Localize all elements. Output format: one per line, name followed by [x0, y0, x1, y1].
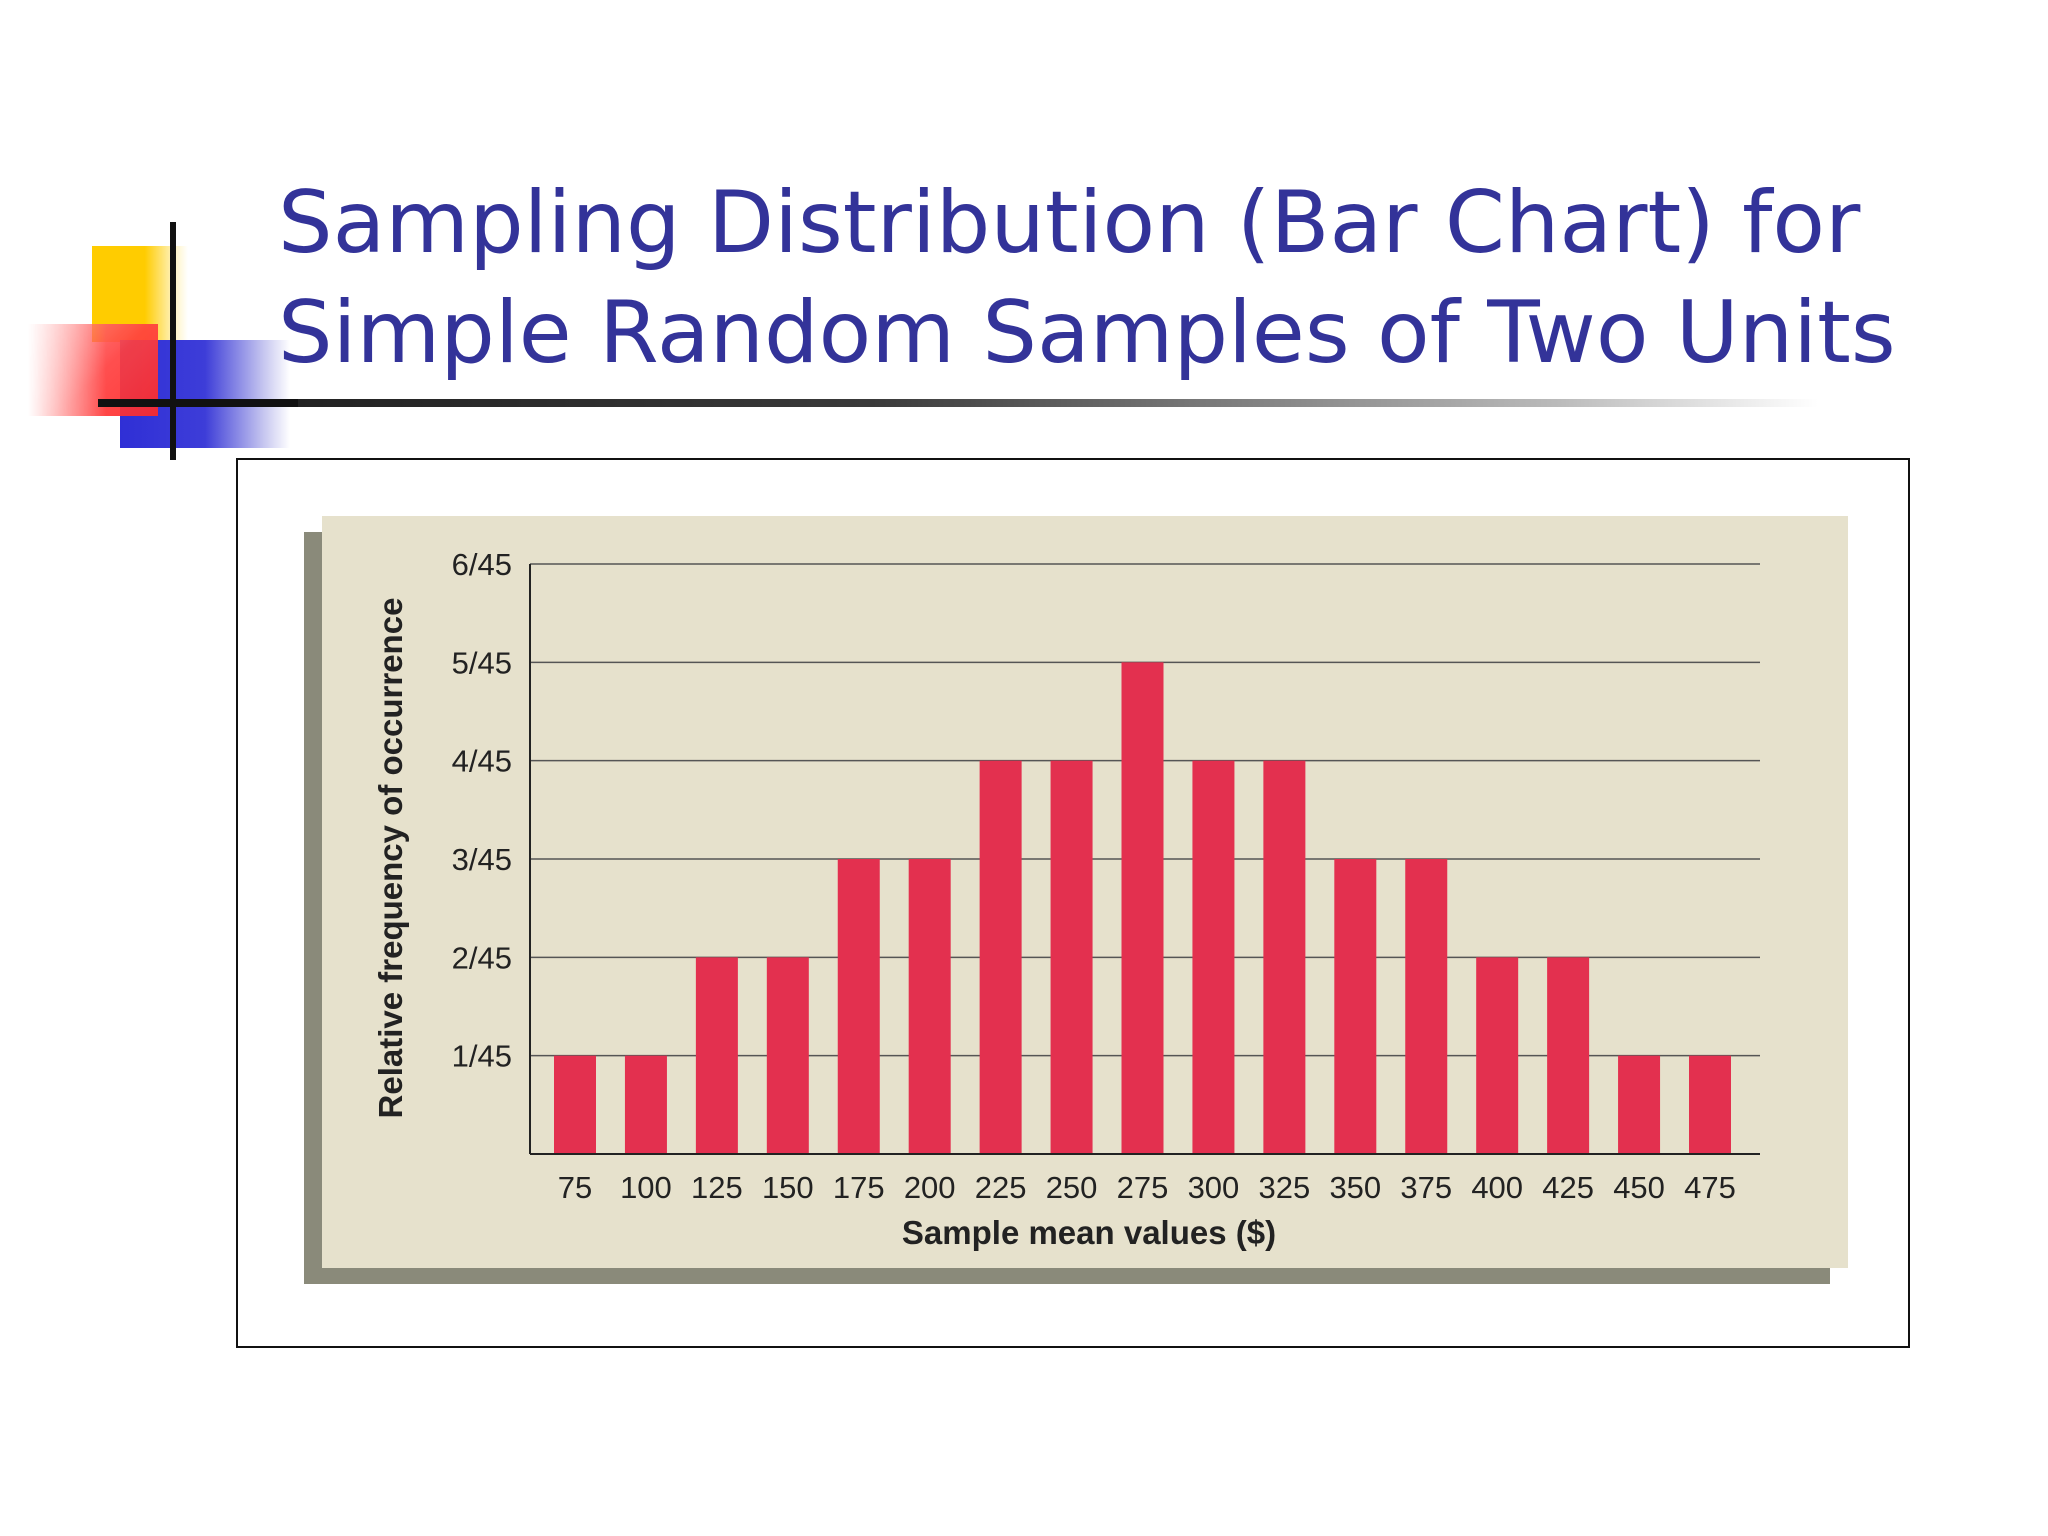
y-tick-label: 3/45: [452, 842, 512, 877]
bar: [979, 760, 1022, 1154]
y-tick-label: 6/45: [452, 547, 512, 582]
x-tick-label: 250: [1046, 1170, 1098, 1205]
bar: [1334, 859, 1377, 1154]
bar: [837, 859, 880, 1154]
slide-title-line-2: Simple Random Samples of Two Units: [278, 283, 1896, 383]
decor-crosshair-vertical: [170, 222, 176, 460]
title-underline: [98, 399, 1818, 407]
bar: [554, 1055, 596, 1154]
x-tick-label: 100: [620, 1170, 672, 1205]
bar: [1476, 957, 1519, 1154]
x-tick-label: 350: [1329, 1170, 1381, 1205]
bars: [554, 662, 1731, 1154]
x-tick-label: 375: [1400, 1170, 1452, 1205]
x-tick-label: 175: [833, 1170, 885, 1205]
x-tick-label: 125: [691, 1170, 743, 1205]
bar: [1547, 957, 1590, 1154]
y-tick-labels: 1/45 2/45 3/45 4/45 5/45 6/45: [452, 547, 512, 1074]
x-tick-label: 300: [1188, 1170, 1240, 1205]
x-tick-label: 75: [558, 1170, 592, 1205]
bar: [624, 1055, 667, 1154]
x-tick-labels: 75 100 125 150 175 200 225 250 275 300 325 350 375 40…: [558, 1170, 1736, 1205]
x-tick-label: 150: [762, 1170, 814, 1205]
y-tick-label: 5/45: [452, 645, 512, 680]
x-tick-label: 200: [904, 1170, 956, 1205]
slide-title-line-1: Sampling Distribution (Bar Chart) for: [278, 173, 1861, 273]
bar: [766, 957, 809, 1154]
x-tick-label: 275: [1117, 1170, 1169, 1205]
x-tick-label: 400: [1471, 1170, 1523, 1205]
bar: [1121, 662, 1164, 1154]
figure-frame: 1/45 2/45 3/45 4/45 5/45 6/45 75 100 125 150 175 2…: [236, 458, 1910, 1348]
y-tick-label: 1/45: [452, 1039, 512, 1074]
bar: [1689, 1055, 1731, 1154]
x-tick-label: 425: [1542, 1170, 1594, 1205]
y-axis-label: Relative frequency of occurrence: [372, 598, 409, 1119]
y-tick-label: 2/45: [452, 940, 512, 975]
x-axis-label: Sample mean values ($): [902, 1214, 1276, 1251]
decor-crosshair-horizontal: [98, 399, 298, 407]
slide-title: Sampling Distribution (Bar Chart) for Si…: [278, 168, 1896, 388]
x-tick-label: 325: [1259, 1170, 1311, 1205]
x-tick-label: 225: [975, 1170, 1027, 1205]
bar: [1050, 760, 1093, 1154]
bar: [1263, 760, 1306, 1154]
x-tick-label: 475: [1684, 1170, 1736, 1205]
y-tick-label: 4/45: [452, 744, 512, 779]
bar: [1192, 760, 1235, 1154]
bar: [695, 957, 738, 1154]
bar-chart: 1/45 2/45 3/45 4/45 5/45 6/45 75 100 125 150 175 2…: [304, 516, 1848, 1284]
bar: [1405, 859, 1448, 1154]
x-tick-label: 450: [1613, 1170, 1665, 1205]
bar: [1618, 1055, 1661, 1154]
bar: [908, 859, 951, 1154]
